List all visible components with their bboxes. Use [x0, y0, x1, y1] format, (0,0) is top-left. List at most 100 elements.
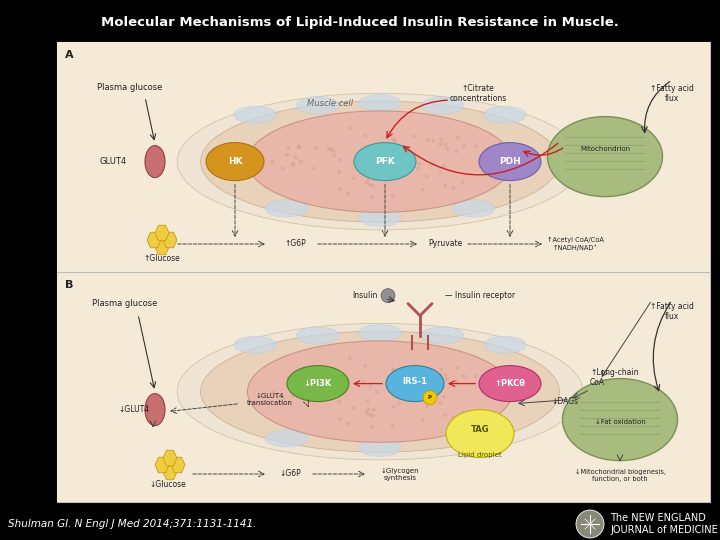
Circle shape: [371, 414, 375, 418]
Circle shape: [337, 170, 341, 174]
Ellipse shape: [145, 146, 165, 178]
Text: ↓Mitochondrial biogenesis,
function, or both: ↓Mitochondrial biogenesis, function, or …: [575, 469, 665, 482]
Text: Plasma glucose: Plasma glucose: [92, 300, 158, 308]
Ellipse shape: [359, 325, 402, 342]
Circle shape: [285, 153, 289, 157]
Circle shape: [485, 161, 490, 165]
Ellipse shape: [234, 106, 276, 123]
Text: JOURNAL of MEDICINE: JOURNAL of MEDICINE: [610, 525, 718, 535]
Circle shape: [370, 425, 374, 429]
Circle shape: [444, 143, 447, 147]
Circle shape: [397, 172, 401, 176]
Ellipse shape: [287, 366, 349, 402]
Text: ↑G6P: ↑G6P: [284, 240, 306, 248]
Circle shape: [327, 147, 330, 151]
Ellipse shape: [206, 143, 264, 180]
Circle shape: [438, 143, 443, 146]
Circle shape: [418, 162, 421, 166]
Circle shape: [371, 184, 375, 188]
Circle shape: [362, 380, 366, 383]
Circle shape: [366, 407, 370, 411]
Circle shape: [576, 510, 604, 538]
Circle shape: [292, 161, 295, 165]
Bar: [57, 42, 710, 272]
Ellipse shape: [483, 336, 526, 353]
Text: PDH: PDH: [499, 157, 521, 166]
Circle shape: [444, 414, 447, 417]
Text: ↑Fatty acid
flux: ↑Fatty acid flux: [650, 84, 694, 103]
Circle shape: [375, 390, 379, 394]
Circle shape: [271, 390, 275, 394]
Circle shape: [410, 386, 413, 389]
Circle shape: [397, 148, 402, 152]
Ellipse shape: [452, 200, 495, 217]
Polygon shape: [171, 457, 185, 473]
Circle shape: [445, 377, 449, 381]
Text: ↓PI3K: ↓PI3K: [304, 379, 332, 388]
Circle shape: [375, 160, 379, 164]
Text: ↓DAGs: ↓DAGs: [552, 397, 579, 406]
Circle shape: [369, 154, 372, 158]
Ellipse shape: [201, 331, 559, 452]
Circle shape: [337, 400, 341, 404]
Ellipse shape: [265, 430, 308, 447]
Circle shape: [393, 139, 397, 143]
Circle shape: [291, 164, 295, 167]
Circle shape: [338, 187, 342, 191]
Circle shape: [462, 374, 466, 378]
Circle shape: [330, 377, 333, 381]
Text: ↑Fatty acid
flux: ↑Fatty acid flux: [650, 302, 694, 321]
Text: HK: HK: [228, 157, 243, 166]
Circle shape: [431, 139, 435, 143]
Polygon shape: [155, 225, 169, 241]
Circle shape: [370, 195, 374, 199]
Circle shape: [364, 364, 367, 368]
Circle shape: [364, 134, 367, 138]
Ellipse shape: [354, 143, 416, 180]
Text: ↓Fat oxidation: ↓Fat oxidation: [595, 418, 645, 424]
Ellipse shape: [479, 366, 541, 402]
Circle shape: [412, 134, 415, 138]
Circle shape: [281, 166, 284, 170]
Circle shape: [397, 402, 401, 406]
Circle shape: [338, 417, 342, 421]
Circle shape: [418, 392, 421, 396]
Text: Molecular Mechanisms of Lipid-Induced Insulin Resistance in Muscle.: Molecular Mechanisms of Lipid-Induced In…: [101, 16, 619, 29]
Ellipse shape: [421, 97, 464, 114]
Circle shape: [397, 378, 402, 382]
Ellipse shape: [177, 323, 582, 460]
Circle shape: [462, 144, 466, 148]
Circle shape: [294, 386, 298, 389]
Circle shape: [372, 178, 376, 182]
Text: ↑PKCθ: ↑PKCθ: [495, 379, 526, 388]
Circle shape: [299, 389, 302, 394]
Circle shape: [439, 137, 443, 141]
Ellipse shape: [386, 366, 444, 402]
Circle shape: [338, 158, 343, 162]
Ellipse shape: [296, 327, 339, 344]
Ellipse shape: [248, 341, 513, 442]
Circle shape: [445, 147, 449, 151]
Circle shape: [438, 401, 442, 405]
Ellipse shape: [483, 106, 526, 123]
Ellipse shape: [359, 94, 402, 112]
Circle shape: [366, 178, 370, 181]
Text: ↓G6P: ↓G6P: [279, 469, 301, 478]
Circle shape: [297, 374, 300, 378]
Circle shape: [372, 408, 376, 411]
Circle shape: [391, 194, 395, 198]
Circle shape: [426, 368, 430, 372]
Text: The NEW ENGLAND: The NEW ENGLAND: [610, 513, 706, 523]
Circle shape: [474, 144, 477, 148]
Ellipse shape: [562, 379, 678, 461]
Ellipse shape: [452, 430, 495, 447]
Ellipse shape: [446, 410, 514, 457]
Circle shape: [292, 392, 295, 395]
Circle shape: [431, 369, 435, 373]
Circle shape: [314, 376, 318, 380]
Circle shape: [430, 163, 434, 166]
Text: P: P: [428, 395, 432, 400]
Ellipse shape: [421, 327, 464, 344]
Circle shape: [330, 147, 333, 151]
Circle shape: [365, 411, 369, 415]
